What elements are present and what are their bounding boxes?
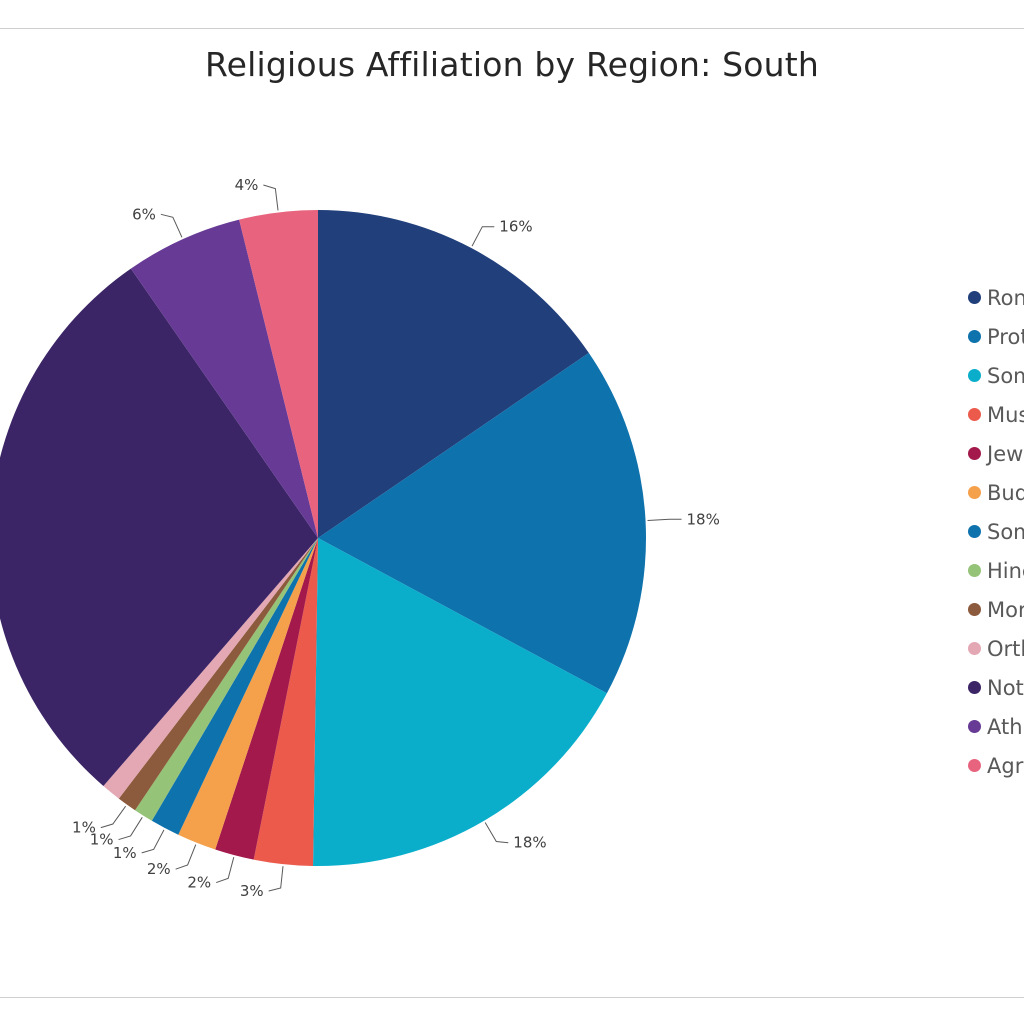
- pie-slice: [103, 538, 318, 799]
- legend-marker: [968, 291, 981, 304]
- legend-item: Jew: [968, 434, 1024, 473]
- legend-item: Ortl: [968, 629, 1024, 668]
- pie-slice: [253, 538, 318, 866]
- legend-item: Som: [968, 356, 1024, 395]
- leader-line: [141, 829, 165, 854]
- data-label: 4%: [235, 176, 259, 194]
- legend-marker: [968, 447, 981, 460]
- legend-marker: [968, 603, 981, 616]
- leader-line: [647, 518, 682, 521]
- legend-label: Jew: [987, 441, 1024, 466]
- data-label: 16%: [499, 218, 532, 236]
- legend-label: Not: [987, 675, 1024, 700]
- leader-line: [100, 805, 127, 829]
- leader-line: [263, 184, 279, 211]
- leader-line: [268, 866, 284, 892]
- legend-label: Agr: [987, 753, 1024, 778]
- pie-slice: [215, 538, 318, 860]
- legend-label: Prot: [987, 324, 1024, 349]
- legend-label: Ortl: [987, 636, 1024, 661]
- data-label: 3%: [240, 882, 264, 900]
- leader-line: [175, 844, 197, 870]
- legend-label: Ath: [987, 714, 1023, 739]
- legend-item: Prot: [968, 317, 1024, 356]
- data-label: 2%: [187, 874, 211, 892]
- pie-slice: [178, 538, 318, 850]
- legend-marker: [968, 642, 981, 655]
- leader-line: [160, 213, 183, 238]
- leader-line: [118, 817, 143, 841]
- legend-marker: [968, 759, 981, 772]
- legend-marker: [968, 330, 981, 343]
- legend-item: Agr: [968, 746, 1024, 785]
- legend-marker: [968, 486, 981, 499]
- pie-slice: [130, 219, 318, 539]
- legend-label: Bud: [987, 480, 1024, 505]
- legend-item: Hinc: [968, 551, 1024, 590]
- chart-title: Religious Affiliation by Region: South: [204, 45, 820, 84]
- pie-slice: [0, 268, 318, 787]
- legend-label: Mus: [987, 402, 1024, 427]
- data-label: 18%: [513, 834, 546, 852]
- legend-item: Bud: [968, 473, 1024, 512]
- legend-marker: [968, 525, 981, 538]
- pie-slice: [134, 538, 318, 821]
- pie-slice: [118, 538, 318, 811]
- legend-marker: [968, 720, 981, 733]
- legend-label: Som: [987, 363, 1024, 388]
- legend-marker: [968, 681, 981, 694]
- chart-frame-bottom: [0, 997, 1024, 998]
- data-label: 2%: [147, 860, 171, 878]
- pie-slice: [318, 210, 589, 538]
- legend-marker: [968, 369, 981, 382]
- legend-label: Mor: [987, 597, 1024, 622]
- pie-slice: [151, 538, 318, 835]
- data-label: 6%: [132, 205, 156, 223]
- data-label: 1%: [113, 844, 137, 862]
- legend-item: Mus: [968, 395, 1024, 434]
- legend-item: Ron: [968, 278, 1024, 317]
- pie-slice: [239, 210, 318, 538]
- legend-item: Ath: [968, 707, 1024, 746]
- chart-frame-top: [0, 28, 1024, 29]
- legend-item: Mor: [968, 590, 1024, 629]
- legend-item: Not: [968, 668, 1024, 707]
- legend-marker: [968, 564, 981, 577]
- legend-marker: [968, 408, 981, 421]
- pie-slice: [313, 538, 607, 866]
- data-label: 18%: [687, 510, 720, 528]
- data-label: 1%: [72, 819, 96, 837]
- data-label: 1%: [90, 831, 114, 849]
- leader-line: [484, 822, 509, 844]
- legend-label: Som: [987, 519, 1024, 544]
- legend-label: Ron: [987, 285, 1024, 310]
- leader-line: [471, 226, 495, 247]
- pie-slice: [318, 352, 646, 694]
- chart-legend: Ron Prot Som Mus Jew Bud Som Hinc Mor Ortl Not Ath A…: [968, 278, 1024, 785]
- leader-line: [216, 856, 235, 884]
- legend-label: Hinc: [987, 558, 1024, 583]
- legend-item: Som: [968, 512, 1024, 551]
